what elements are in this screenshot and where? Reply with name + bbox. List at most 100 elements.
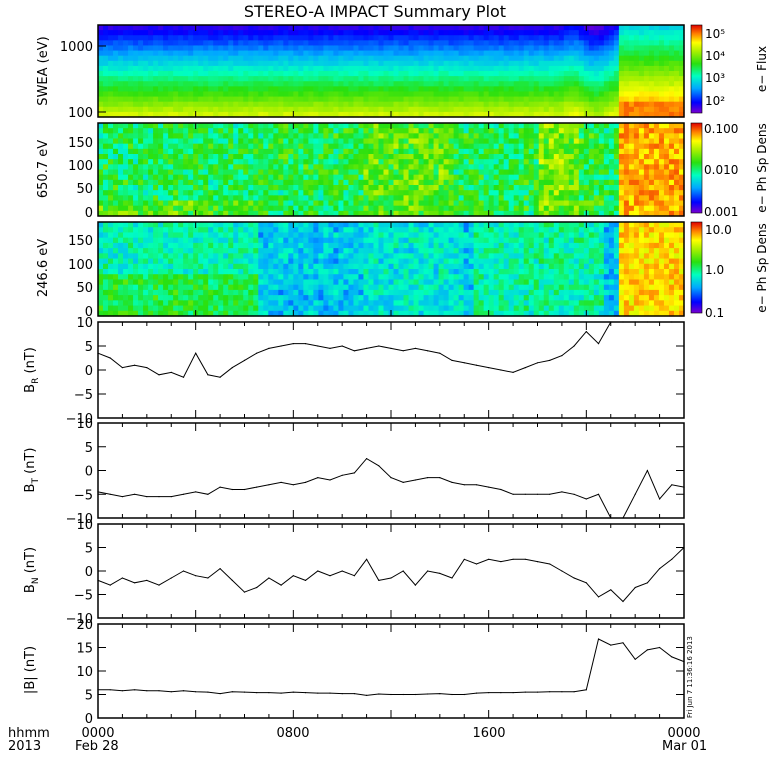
heat-cell: [163, 86, 169, 93]
heat-cell: [543, 45, 550, 52]
heat-cell: [653, 101, 660, 108]
heat-cell: [343, 76, 350, 82]
heat-cell: [593, 101, 600, 108]
heat-cell: [448, 60, 455, 67]
heat-cell: [248, 190, 254, 196]
heat-cell: [198, 35, 204, 41]
heat-cell: [143, 76, 149, 82]
heat-cell: [298, 258, 304, 265]
heat-cell: [278, 174, 284, 181]
heat-cell: [103, 205, 109, 212]
heat-cell: [563, 133, 570, 140]
heat-cell: [208, 71, 214, 77]
heat-cell: [433, 65, 440, 72]
heat-cell: [318, 164, 324, 171]
heat-cell: [253, 174, 259, 181]
heat-cell: [238, 86, 244, 93]
heat-cell: [108, 55, 114, 62]
heat-cell: [258, 65, 264, 72]
heat-cell: [418, 65, 425, 72]
heat-cell: [658, 174, 665, 181]
heat-cell: [158, 242, 164, 249]
heat-cell: [613, 143, 620, 150]
heat-cell: [133, 295, 139, 301]
heat-cell: [618, 50, 625, 57]
heat-cell: [218, 284, 224, 291]
heat-cell: [208, 295, 214, 301]
heat-cell: [363, 159, 370, 165]
heat-cell: [278, 138, 284, 145]
heat-cell: [328, 96, 334, 103]
heat-cell: [653, 55, 660, 62]
heat-cell: [163, 205, 169, 212]
heat-cell: [633, 169, 640, 176]
heat-cell: [238, 210, 244, 217]
heat-cell: [623, 174, 630, 181]
heat-cell: [363, 195, 370, 202]
heat-cell: [253, 101, 259, 108]
heat-cell: [443, 25, 450, 31]
heat-cell: [128, 237, 134, 244]
heat-cell: [373, 133, 380, 140]
heat-cell: [368, 205, 375, 212]
heat-cell: [623, 25, 630, 31]
heat-cell: [663, 128, 670, 134]
heat-cell: [158, 60, 164, 67]
heat-cell: [473, 55, 480, 62]
heat-cell: [458, 45, 465, 52]
heat-cell: [253, 169, 259, 176]
heat-cell: [638, 148, 645, 155]
heat-cell: [573, 174, 580, 181]
heat-cell: [388, 30, 395, 36]
heat-cell: [248, 179, 254, 186]
heat-cell: [478, 30, 485, 36]
heat-cell: [273, 269, 279, 275]
heat-cell: [393, 148, 400, 155]
heat-cell: [548, 123, 555, 129]
heat-cell: [158, 96, 164, 103]
heat-cell: [403, 128, 410, 134]
heat-cell: [633, 138, 640, 145]
heat-cell: [193, 148, 199, 155]
heat-cell: [523, 111, 530, 118]
heat-cell: [628, 154, 635, 160]
heat-cell: [228, 300, 234, 307]
heat-cell: [143, 195, 149, 202]
heat-cell: [388, 148, 395, 155]
heat-cell: [178, 81, 184, 87]
heat-cell: [388, 190, 395, 196]
heat-cell: [278, 143, 284, 150]
heat-cell: [193, 253, 199, 260]
heat-cell: [398, 200, 405, 207]
heat-cell: [368, 210, 375, 217]
heat-cell: [203, 263, 209, 270]
heat-cell: [283, 289, 289, 296]
heat-cell: [248, 305, 254, 312]
heat-cell: [188, 300, 194, 307]
heat-cell: [468, 30, 475, 36]
heat-cell: [403, 133, 410, 140]
heat-cell: [363, 154, 370, 160]
heat-cell: [218, 190, 224, 196]
heat-cell: [243, 30, 249, 36]
heat-cell: [423, 76, 430, 82]
heat-cell: [198, 154, 204, 160]
heat-cell: [533, 101, 540, 108]
heat-cell: [123, 237, 129, 244]
heat-cell: [108, 148, 114, 155]
heat-cell: [253, 76, 259, 82]
heat-cell: [513, 76, 520, 82]
heat-cell: [413, 164, 420, 171]
heat-cell: [453, 91, 460, 98]
heat-cell: [343, 143, 350, 150]
heat-cell: [468, 205, 475, 212]
heat-cell: [148, 248, 154, 254]
heat-cell: [153, 154, 159, 160]
heat-cell: [313, 45, 319, 52]
heat-cell: [343, 86, 350, 93]
heat-cell: [643, 190, 650, 196]
heat-cell: [193, 174, 199, 181]
heat-cell: [503, 154, 510, 160]
heat-cell: [118, 35, 124, 41]
heat-cell: [653, 128, 660, 134]
